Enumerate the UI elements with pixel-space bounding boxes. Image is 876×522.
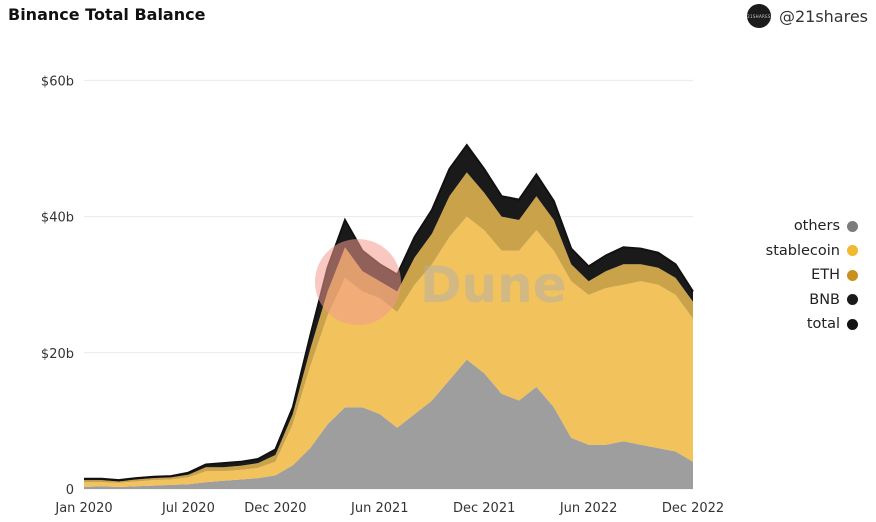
- x-tick-label: Jul 2020: [161, 501, 215, 516]
- y-axis-ticks: 0 $20b $40b $60b: [41, 74, 74, 498]
- watermark-text: Dune: [420, 256, 567, 314]
- legend-swatch: [847, 220, 858, 232]
- x-tick-label: Jun 2022: [559, 501, 618, 516]
- x-axis-ticks: Jan 2020 Jul 2020 Dec 2020 Jun 2021 Dec 2021…: [54, 501, 724, 516]
- area-stablecoin: [84, 216, 693, 487]
- area-series: [84, 143, 694, 489]
- legend-item-total[interactable]: total: [766, 312, 858, 337]
- x-tick-label: Jan 2020: [54, 501, 112, 516]
- brand-handle: @21shares: [778, 6, 868, 26]
- legend-item-stablecoin[interactable]: stablecoin: [766, 239, 858, 264]
- legend-label: ETH: [811, 267, 840, 284]
- legend-swatch: [847, 294, 858, 306]
- dune-watermark: Dune: [315, 239, 567, 325]
- x-tick-label: Jun 2021: [350, 501, 409, 516]
- watermark-logo: [315, 239, 401, 325]
- x-tick-label: Dec 2022: [662, 501, 724, 516]
- y-tick-label: $60b: [41, 74, 74, 89]
- chart-title: Binance Total Balance: [8, 5, 206, 24]
- legend-swatch: [847, 269, 858, 281]
- y-tick-label: $20b: [41, 347, 74, 362]
- y-tick-label: 0: [66, 483, 74, 498]
- legend-swatch: [847, 245, 858, 257]
- x-tick-label: Dec 2021: [453, 501, 515, 516]
- legend-label: stablecoin: [765, 242, 840, 259]
- legend: others stablecoin ETH BNB total: [766, 214, 858, 337]
- legend-item-others[interactable]: others: [766, 214, 858, 239]
- legend-swatch: [847, 318, 858, 330]
- legend-item-eth[interactable]: ETH: [766, 263, 858, 288]
- legend-label: others: [793, 218, 840, 235]
- brand: 21SHARES @21shares: [746, 4, 868, 28]
- legend-item-bnb[interactable]: BNB: [766, 288, 858, 313]
- area-others: [84, 359, 693, 489]
- y-tick-label: $40b: [41, 211, 74, 226]
- legend-label: BNB: [809, 291, 840, 308]
- x-tick-label: Dec 2020: [244, 501, 306, 516]
- brand-avatar: 21SHARES: [746, 4, 771, 28]
- legend-label: total: [806, 316, 840, 333]
